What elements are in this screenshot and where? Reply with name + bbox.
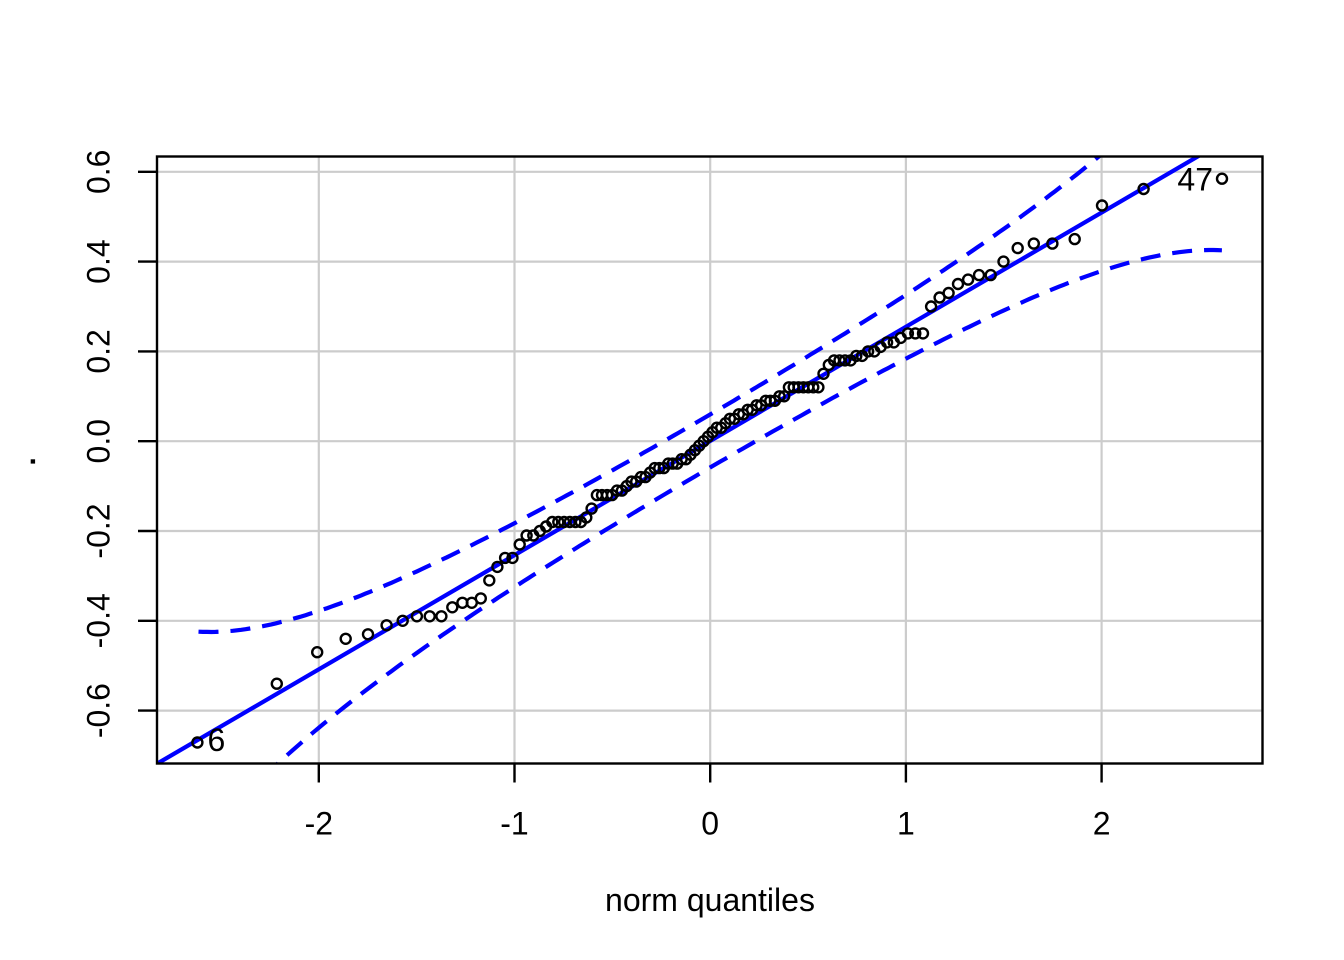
svg-text:-2: -2 <box>305 806 333 842</box>
svg-text:0.2: 0.2 <box>81 329 117 373</box>
svg-text:-1: -1 <box>500 806 528 842</box>
svg-text:6: 6 <box>208 722 226 758</box>
svg-text:-0.6: -0.6 <box>81 683 117 738</box>
svg-text:0.6: 0.6 <box>81 150 117 194</box>
svg-text:-0.4: -0.4 <box>81 593 117 648</box>
svg-text:2: 2 <box>1093 806 1111 842</box>
svg-text:norm quantiles: norm quantiles <box>605 882 815 918</box>
svg-text:0: 0 <box>701 806 719 842</box>
svg-text:1: 1 <box>897 806 915 842</box>
svg-text:0.0: 0.0 <box>81 419 117 463</box>
svg-text:47: 47 <box>1177 161 1213 197</box>
svg-text:0.4: 0.4 <box>81 239 117 283</box>
svg-text:-0.2: -0.2 <box>81 503 117 558</box>
